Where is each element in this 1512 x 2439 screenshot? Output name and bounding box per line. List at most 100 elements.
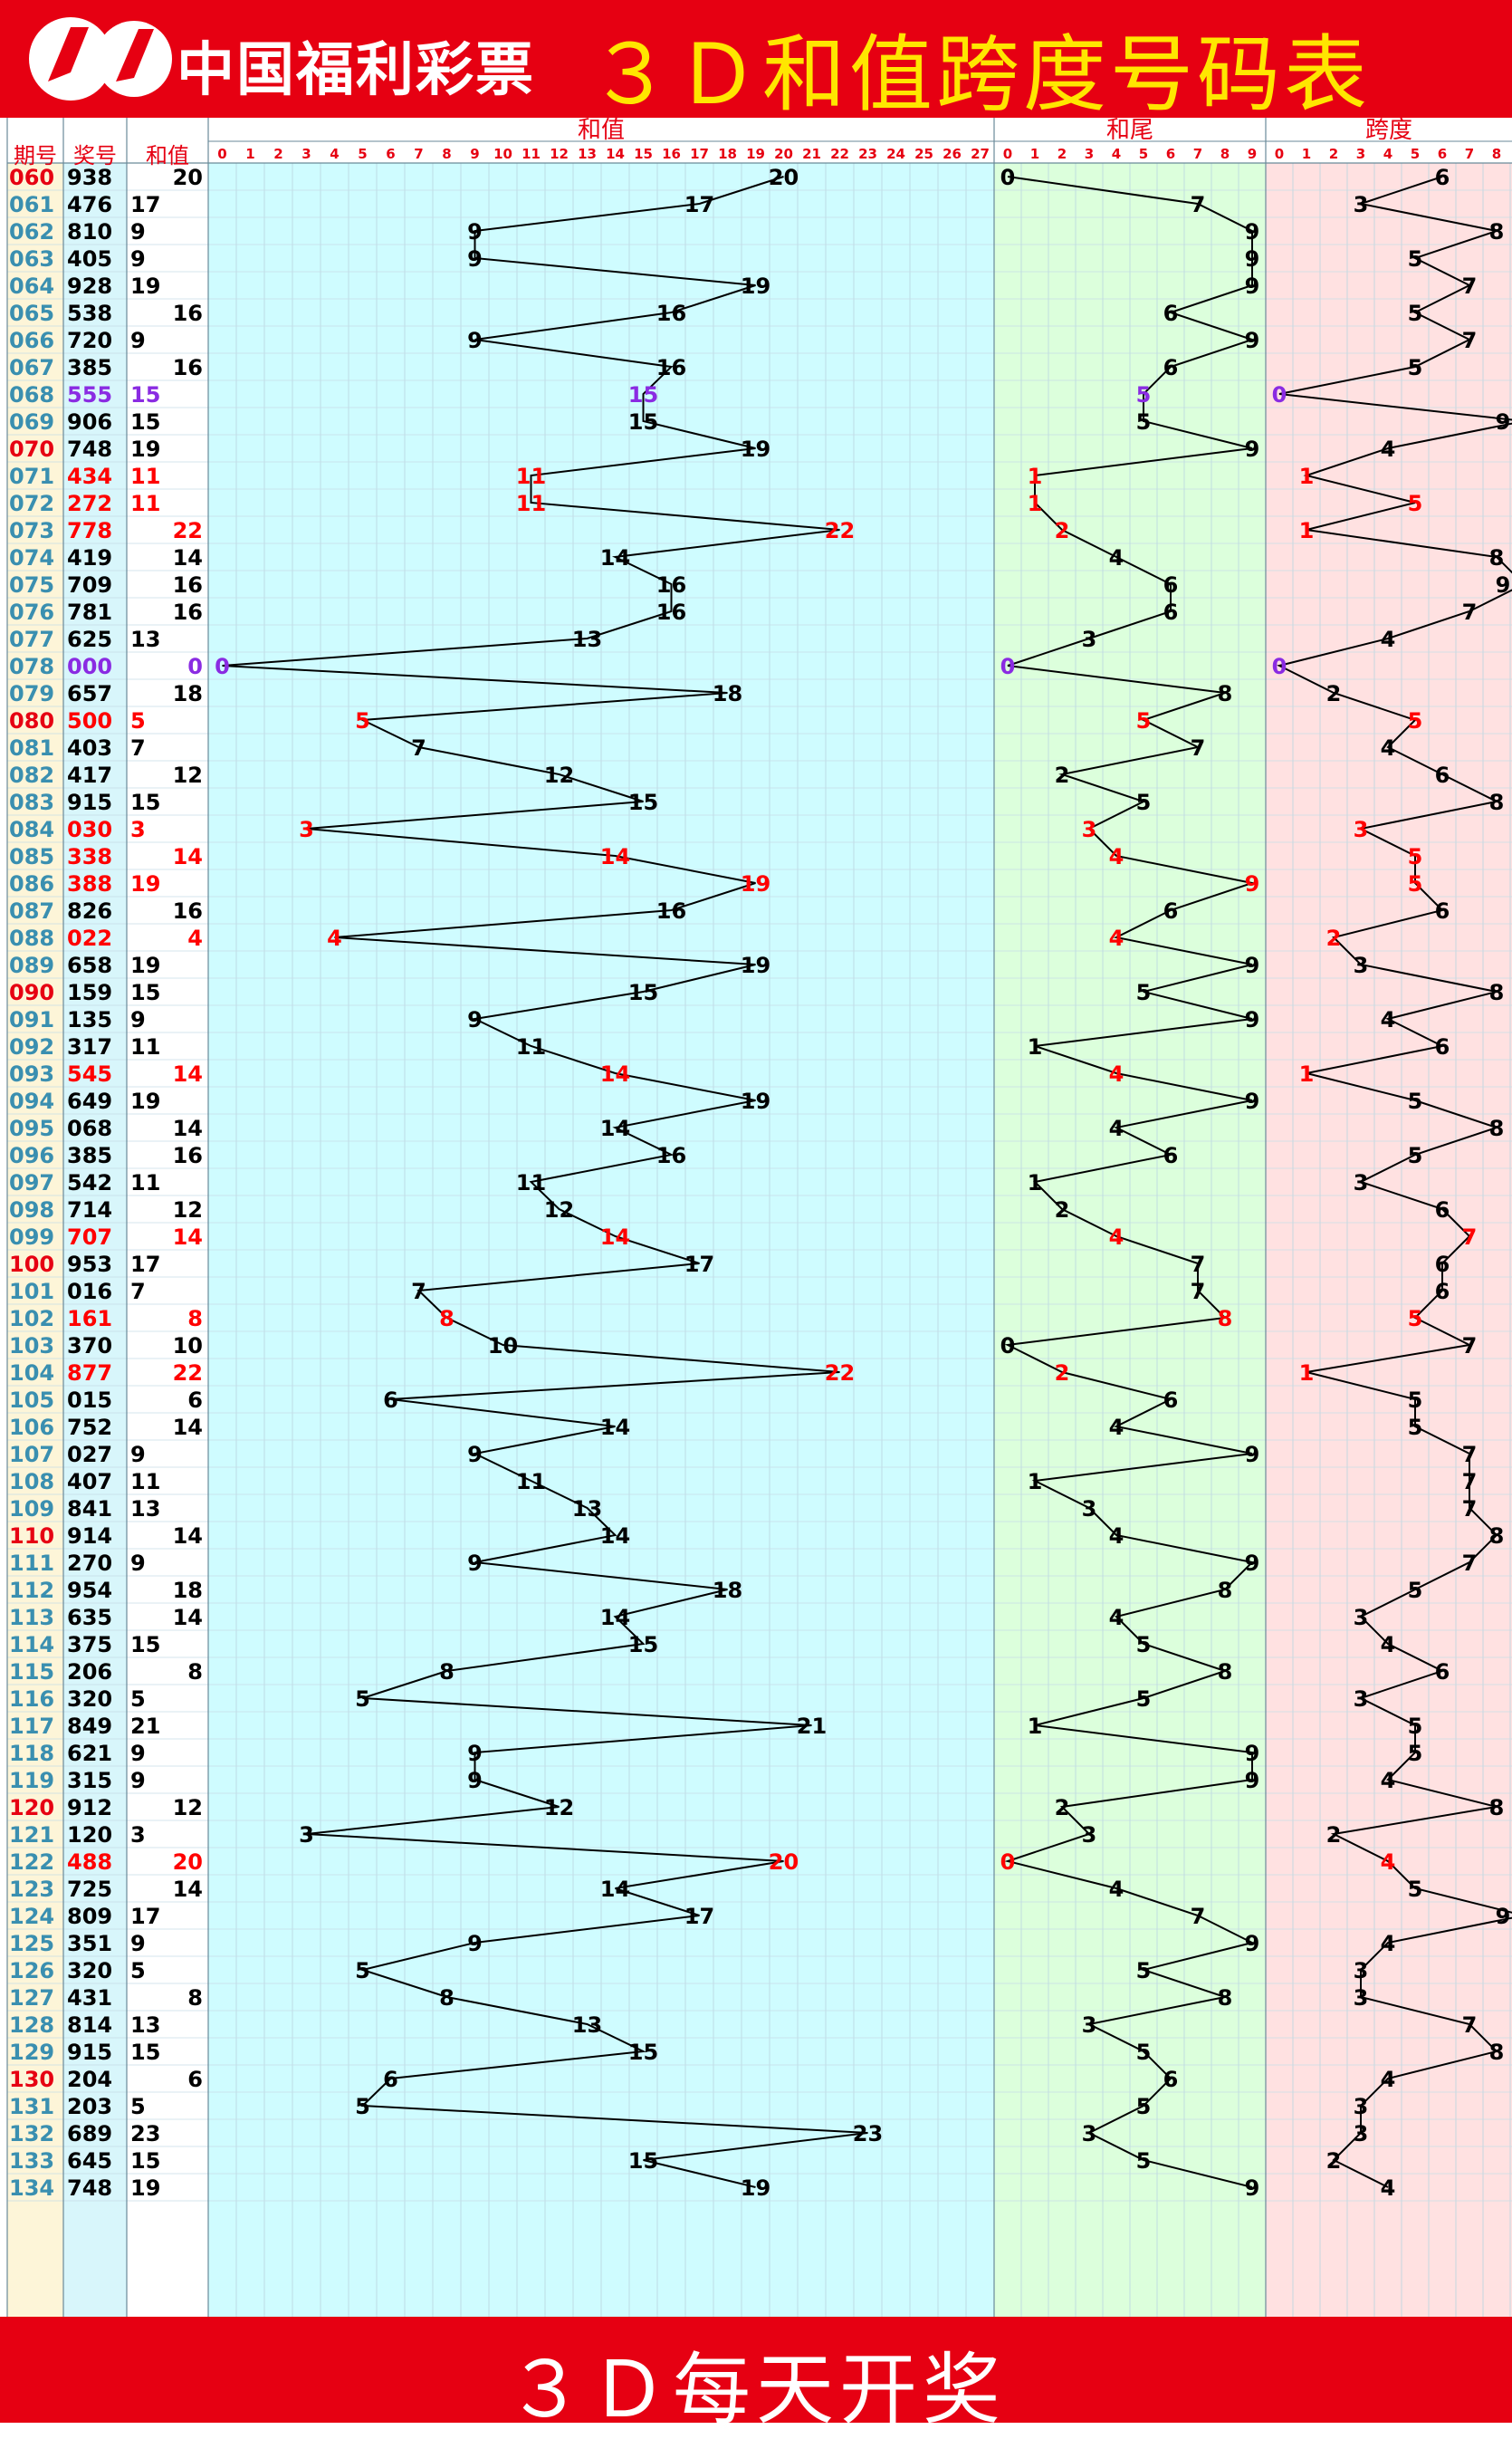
sum-cell: 11 [130,1170,160,1195]
issue-cell: 093 [9,1061,54,1087]
tail-point: 3 [1082,1822,1097,1848]
sum-cell: 13 [130,1496,160,1522]
tail-point: 2 [1055,763,1070,788]
sum-tick-label: 24 [886,146,905,162]
sum-point: 21 [797,1714,827,1739]
sum-point: 17 [684,1252,714,1277]
sum-tick-label: 17 [690,146,709,162]
span-point: 5 [1408,1877,1423,1902]
issue-cell: 072 [9,491,54,516]
number-cell: 657 [67,681,112,706]
span-point: 5 [1408,1415,1423,1440]
sum-tick-label: 16 [662,146,681,162]
number-cell: 016 [67,1279,112,1304]
sum-point: 15 [628,2148,658,2174]
span-tick-label: 8 [1492,146,1501,162]
sum-point: 3 [299,817,314,842]
tail-tick-label: 8 [1220,146,1230,162]
tail-point: 0 [1000,654,1016,679]
sum-point: 14 [600,545,630,571]
issue-cell: 089 [9,953,54,978]
sum-cell: 17 [130,1252,160,1277]
tail-point: 5 [1136,2094,1152,2119]
sum-cell: 17 [130,192,160,217]
issue-cell: 074 [9,545,54,571]
span-point: 9 [1496,572,1511,598]
number-cell: 555 [67,382,112,408]
sum-tick-label: 6 [386,146,395,162]
issue-cell: 120 [9,1795,54,1820]
span-point: 8 [1489,1523,1505,1549]
tail-point: 6 [1163,301,1179,326]
number-cell: 877 [67,1360,112,1386]
sum-cell: 15 [130,980,160,1005]
issue-cell: 122 [9,1849,54,1875]
footer-banner: ３Ｄ每天开奖 [0,2317,1512,2435]
tail-point: 5 [1136,1632,1152,1657]
number-cell: 317 [67,1034,112,1060]
sum-point: 15 [628,2040,658,2065]
number-cell: 826 [67,898,112,924]
sum-point: 16 [656,1143,686,1168]
number-cell: 689 [67,2121,112,2146]
sum-cell: 6 [187,2067,203,2092]
sum-cell: 15 [130,1632,160,1657]
span-point: 6 [1435,165,1450,190]
number-cell: 351 [67,1931,112,1956]
sum-point: 11 [516,464,546,489]
sum-point: 0 [215,654,230,679]
sum-point: 16 [656,572,686,598]
issue-cell: 084 [9,817,54,842]
issue-cell: 129 [9,2040,54,2065]
sum-cell: 22 [173,1360,203,1386]
span-point: 0 [1272,382,1287,408]
tail-point: 8 [1218,681,1233,706]
number-cell: 161 [67,1306,112,1331]
span-point: 9 [1496,409,1511,435]
sum-point: 5 [355,1686,370,1712]
number-cell: 015 [67,1388,112,1413]
number-cell: 434 [67,464,112,489]
tail-point: 0 [1000,165,1016,190]
issue-cell: 081 [9,735,54,761]
issue-cell: 107 [9,1442,54,1467]
sum-point: 8 [439,1659,455,1685]
sum-cell: 14 [173,1116,203,1141]
sum-point: 3 [299,1822,314,1848]
span-point: 7 [1462,1496,1478,1522]
span-point: 3 [1354,1985,1369,2011]
tail-point: 9 [1245,1741,1260,1766]
sum-point: 9 [467,246,483,272]
tail-tick-label: 7 [1193,146,1202,162]
number-cell: 928 [67,274,112,299]
tail-point: 9 [1245,1768,1260,1793]
sum-cell: 14 [173,545,203,571]
span-point: 5 [1408,301,1423,326]
issue-cell: 062 [9,219,54,245]
span-point: 1 [1299,518,1315,543]
issue-cell: 110 [9,1523,54,1549]
issue-cell: 094 [9,1089,54,1114]
tail-point: 6 [1163,898,1179,924]
number-cell: 272 [67,491,112,516]
number-cell: 270 [67,1551,112,1576]
sum-cell: 7 [130,735,146,761]
span-point: 7 [1462,1442,1478,1467]
issue-cell: 109 [9,1496,54,1522]
column-header-issue: 期号 [14,143,57,168]
tail-point: 1 [1028,1469,1043,1494]
span-tick-label: 6 [1438,146,1447,162]
sum-cell: 5 [130,2094,146,2119]
span-point: 5 [1408,1143,1423,1168]
number-cell: 370 [67,1333,112,1359]
sum-point: 14 [600,1224,630,1250]
sum-point: 19 [741,953,770,978]
tail-point: 4 [1109,844,1124,869]
number-cell: 725 [67,1877,112,1902]
issue-cell: 128 [9,2012,54,2038]
tail-point: 5 [1136,1686,1152,1712]
number-cell: 431 [67,1985,112,2011]
header-banner: 中国福利彩票 ３Ｄ和值跨度号码表 [0,0,1512,123]
sum-tick-label: 7 [414,146,423,162]
sum-point: 20 [769,165,799,190]
